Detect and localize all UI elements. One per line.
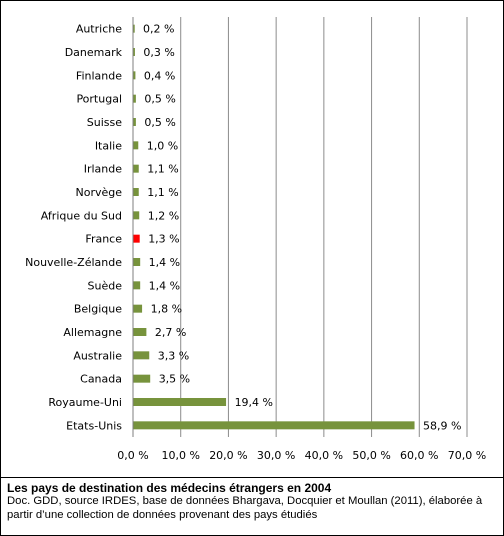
category-label: Suède — [88, 279, 123, 292]
bar — [133, 48, 135, 56]
category-label: Finlande — [76, 69, 122, 82]
category-label: Etats-Unis — [66, 419, 122, 432]
bar — [133, 71, 136, 80]
bar — [133, 118, 136, 126]
value-labels: 0,2 % 0,3 % 0,4 % 0,5 % 0,5 % 1,0 % 1,1 % 1,1 %… — [143, 23, 462, 433]
bar — [133, 421, 415, 430]
x-tick-labels: 0,0 % 10,0 % 20,0 % 30,0 % 40,0 % 50,0 % 60,0 … — [117, 449, 486, 462]
category-label: Italie — [95, 139, 122, 152]
category-label: Canada — [80, 373, 122, 386]
category-label: Belgique — [74, 303, 122, 316]
x-tick-label: 70,0 % — [448, 449, 486, 462]
bar — [133, 24, 135, 33]
value-label: 0,2 % — [143, 23, 174, 36]
bar — [133, 398, 227, 406]
x-tick-label: 50,0 % — [352, 449, 390, 462]
bar — [133, 94, 136, 103]
bar-chart: Autriche Danemark Finlande Portugal Suisse It… — [25, 17, 486, 462]
bar — [133, 351, 150, 360]
bar — [133, 328, 147, 336]
value-label: 0,4 % — [144, 69, 175, 82]
bar — [133, 234, 140, 243]
value-label: 0,3 % — [143, 46, 174, 59]
value-label: 1,4 % — [149, 279, 180, 292]
value-label: 2,7 % — [155, 326, 186, 339]
caption-source: Doc. GDD, source IRDES, base de données … — [7, 495, 483, 521]
caption-title: Les pays de destination des médecins étr… — [7, 481, 332, 495]
category-label: Suisse — [87, 116, 122, 129]
figure-caption: Les pays de destination des médecins étr… — [7, 481, 499, 522]
value-label: 3,5 % — [159, 373, 190, 386]
x-tick-label: 40,0 % — [305, 449, 343, 462]
value-label: 58,9 % — [423, 419, 461, 432]
bar — [133, 188, 139, 196]
bar — [133, 281, 141, 290]
value-label: 1,0 % — [147, 139, 178, 152]
category-label: Irlande — [84, 163, 123, 176]
bar — [133, 304, 143, 313]
x-tick-label: 30,0 % — [257, 449, 295, 462]
category-label: Afrique du Sud — [41, 209, 122, 222]
bar — [133, 164, 139, 173]
value-label: 1,8 % — [151, 303, 182, 316]
value-label: 0,5 % — [144, 93, 175, 106]
x-tick-label: 0,0 % — [117, 449, 148, 462]
value-label: 19,4 % — [235, 396, 273, 409]
category-label: France — [85, 233, 122, 246]
gridlines — [132, 17, 468, 437]
caption-divider — [1, 477, 503, 478]
category-label: Royaume-Uni — [48, 396, 122, 409]
value-label: 3,3 % — [158, 349, 189, 362]
category-label: Norvège — [75, 186, 122, 199]
category-label: Allemagne — [63, 326, 122, 339]
category-label: Nouvelle-Zélande — [25, 256, 122, 269]
bar — [133, 374, 151, 383]
category-label: Autriche — [76, 23, 122, 36]
category-label: Australie — [73, 349, 122, 362]
value-label: 1,1 % — [147, 163, 178, 176]
bar — [133, 141, 139, 150]
bar — [133, 258, 141, 266]
x-tick-label: 20,0 % — [209, 449, 247, 462]
bar — [133, 211, 140, 220]
value-label: 1,1 % — [147, 186, 178, 199]
category-labels: Autriche Danemark Finlande Portugal Suisse It… — [25, 23, 123, 433]
category-label: Portugal — [76, 93, 122, 106]
x-tick-label: 60,0 % — [400, 449, 438, 462]
category-label: Danemark — [65, 46, 123, 59]
x-tick-label: 10,0 % — [161, 449, 199, 462]
value-label: 1,3 % — [148, 233, 179, 246]
value-label: 0,5 % — [144, 116, 175, 129]
value-label: 1,2 % — [148, 209, 179, 222]
value-label: 1,4 % — [149, 256, 180, 269]
bars — [133, 24, 415, 430]
